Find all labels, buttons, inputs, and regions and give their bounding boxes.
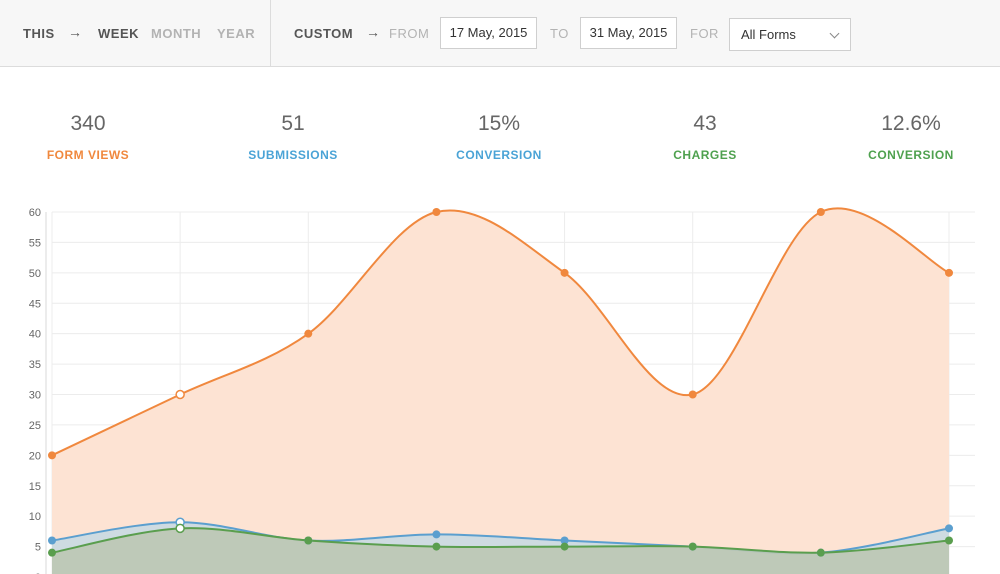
data-point bbox=[432, 542, 441, 551]
y-tick-label: 50 bbox=[29, 268, 41, 280]
data-point bbox=[48, 548, 56, 557]
this-label: THIS bbox=[23, 26, 55, 41]
for-label: FOR bbox=[690, 26, 719, 41]
data-point bbox=[432, 208, 441, 216]
data-point bbox=[175, 389, 185, 400]
stat-form-views: 340 FORM VIEWS bbox=[0, 112, 188, 162]
to-date-input[interactable]: 31 May, 2015 bbox=[580, 17, 677, 49]
date-range-toolbar: THIS → WEEK MONTH YEAR CUSTOM → FROM 17 … bbox=[0, 0, 1000, 67]
stat-label: CHARGES bbox=[673, 148, 737, 162]
stat-submission-conversion: 15% CONVERSION bbox=[399, 112, 599, 162]
data-point bbox=[816, 548, 825, 557]
y-tick-label: 35 bbox=[29, 359, 41, 371]
stat-label: FORM VIEWS bbox=[46, 148, 130, 162]
y-tick-label: 0 bbox=[35, 572, 41, 574]
stat-value: 340 bbox=[70, 112, 106, 135]
from-date-input[interactable]: 17 May, 2015 bbox=[440, 17, 537, 49]
data-point bbox=[688, 390, 697, 399]
year-option[interactable]: YEAR bbox=[217, 26, 256, 41]
data-point bbox=[175, 523, 185, 534]
stat-label: SUBMISSIONS bbox=[248, 148, 338, 162]
y-tick-label: 60 bbox=[29, 207, 41, 219]
stat-value: 43 bbox=[693, 112, 717, 135]
week-option[interactable]: WEEK bbox=[98, 26, 139, 41]
area-chart: 0 5 10 15 20 25 30 35 40 45 50 55 60 bbox=[29, 207, 975, 574]
data-point bbox=[945, 268, 953, 277]
y-tick-label: 5 bbox=[35, 542, 41, 554]
series-line-0 bbox=[51, 207, 950, 457]
y-tick-label: 55 bbox=[29, 237, 41, 249]
stat-submissions: 51 SUBMISSIONS bbox=[193, 112, 393, 162]
data-point bbox=[560, 536, 569, 545]
stat-charge-conversion: 12.6% CONVERSION bbox=[811, 112, 1000, 162]
chevron-down-icon bbox=[829, 28, 840, 39]
stat-value: 51 bbox=[281, 112, 305, 135]
data-point bbox=[945, 536, 953, 545]
from-label: FROM bbox=[389, 26, 430, 41]
series-area-2 bbox=[52, 528, 949, 574]
to-label: TO bbox=[550, 26, 569, 41]
y-tick-label: 25 bbox=[29, 420, 41, 432]
y-tick-label: 40 bbox=[29, 329, 41, 341]
y-tick-label: 20 bbox=[29, 450, 41, 462]
stat-value: 12.6% bbox=[881, 112, 941, 135]
y-tick-label: 45 bbox=[29, 298, 41, 310]
y-tick-label: 30 bbox=[29, 390, 41, 402]
toolbar-divider bbox=[270, 0, 271, 66]
month-option[interactable]: MONTH bbox=[151, 26, 202, 41]
data-point bbox=[688, 542, 697, 551]
stat-value: 15% bbox=[477, 112, 521, 135]
y-tick-label: 15 bbox=[29, 481, 41, 493]
custom-label[interactable]: CUSTOM bbox=[294, 26, 354, 41]
data-point bbox=[48, 536, 56, 545]
data-point bbox=[432, 530, 441, 539]
data-point bbox=[304, 536, 313, 545]
series-line-2 bbox=[51, 527, 950, 554]
series-area-0 bbox=[52, 208, 949, 574]
data-point bbox=[560, 268, 569, 277]
data-point bbox=[945, 524, 953, 533]
stat-label: CONVERSION bbox=[456, 148, 542, 162]
form-select[interactable]: All Forms bbox=[729, 18, 851, 51]
stat-label: CONVERSION bbox=[868, 148, 954, 162]
data-point bbox=[560, 542, 569, 551]
data-point bbox=[816, 208, 825, 216]
y-tick-label: 10 bbox=[29, 511, 41, 523]
data-point bbox=[48, 451, 56, 460]
form-select-value: All Forms bbox=[741, 27, 796, 42]
arrow-right-icon: → bbox=[366, 24, 380, 40]
arrow-right-icon: → bbox=[68, 24, 82, 40]
data-point bbox=[304, 329, 313, 338]
stat-charges: 43 CHARGES bbox=[605, 112, 805, 162]
